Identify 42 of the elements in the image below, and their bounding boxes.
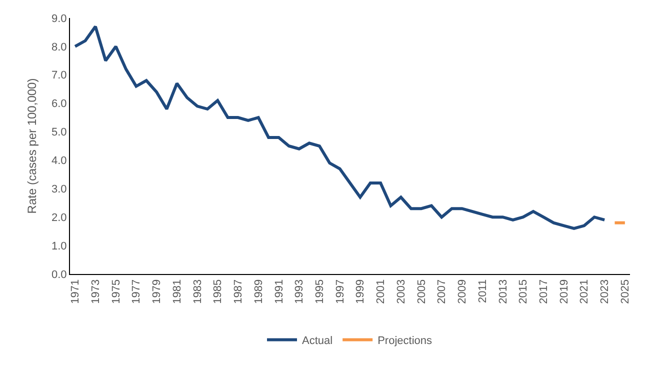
y-tick-label: 6.0 (52, 98, 67, 110)
x-tick-label: 1985 (212, 279, 224, 304)
x-tick-label: 1971 (70, 279, 82, 304)
x-tick-label: 2001 (375, 279, 388, 304)
x-tick-label: 2007 (436, 279, 448, 304)
x-tick-label: 1997 (334, 279, 346, 304)
x-tick-label: 1993 (294, 279, 306, 304)
line-series (74, 25, 606, 230)
x-tick-label: 1989 (252, 279, 265, 304)
x-tick-label: 1977 (130, 279, 143, 304)
x-tick-label: 1979 (151, 279, 164, 304)
x-tick-label: 2015 (518, 279, 530, 304)
x-tick-label: 2025 (619, 279, 632, 304)
y-axis-title: Rate (cases per 100,000) (25, 78, 39, 214)
x-tick-label: 2019 (558, 279, 570, 304)
x-tick-label: 1995 (314, 279, 326, 304)
y-tick-label: 2.0 (52, 212, 67, 224)
y-tick-label: 9.0 (52, 12, 67, 25)
y-tick-label: 5.0 (52, 126, 67, 139)
y-tick-label: 3.0 (52, 184, 67, 196)
x-tick-label: 2017 (538, 279, 550, 304)
y-tick-label: 7.0 (52, 70, 67, 82)
x-tick-label: 1975 (110, 279, 122, 304)
x-tick-label: 2003 (395, 279, 408, 304)
x-tick-label: 1987 (232, 279, 245, 304)
x-tick-label: 1983 (192, 279, 204, 304)
x-tick-label: 2013 (497, 279, 510, 304)
x-tick-label: 2009 (456, 279, 469, 304)
x-tick-label: 2011 (476, 279, 489, 304)
y-tick-label: 8.0 (52, 41, 67, 54)
x-tick-label: 1991 (273, 279, 286, 304)
x-tick-label: 2005 (416, 279, 428, 304)
y-tick-label: 1.0 (52, 240, 67, 252)
y-tick-label: 0.0 (52, 268, 67, 281)
x-tick-label: 1973 (90, 279, 102, 304)
x-tick-label: 1981 (171, 279, 184, 304)
y-tick-label: 4.0 (52, 155, 67, 168)
x-tick-label: 2021 (578, 279, 591, 304)
legend-label: Projections (378, 334, 432, 347)
x-tick-label: 1999 (354, 279, 367, 304)
legend-label: Actual (302, 334, 333, 347)
x-tick-label: 2023 (599, 279, 612, 304)
